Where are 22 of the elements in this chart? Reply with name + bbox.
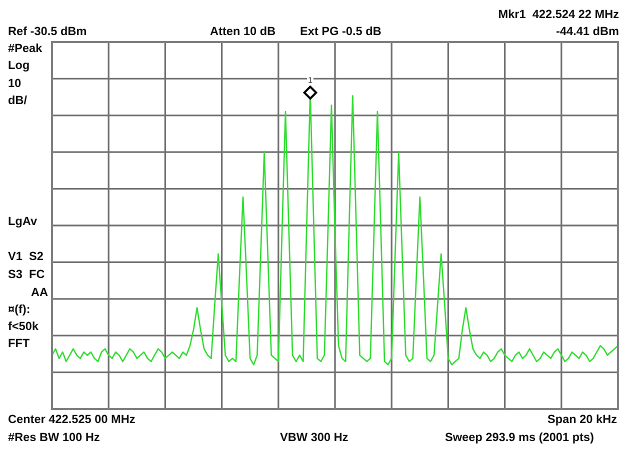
text: 1 — [308, 77, 312, 83]
text: FFT — [8, 338, 30, 348]
text: VBW 300 Hz — [280, 432, 348, 442]
text: Center 422.525 00 MHz — [8, 414, 135, 424]
text: f<50k — [8, 321, 39, 330]
text: 10 — [8, 78, 21, 88]
text: ¤(f): — [8, 304, 30, 316]
text: Sweep 293.9 ms (2001 pts) — [445, 432, 594, 444]
text: Ref -30.5 dBm — [8, 26, 86, 36]
text: Log — [8, 60, 29, 72]
text: Ext PG -0.5 dB — [300, 26, 381, 36]
text: Span 20 kHz — [548, 414, 617, 426]
text: #Peak — [8, 44, 42, 52]
text: AA — [31, 288, 48, 296]
text: Mkr1 422.524 22 MHz — [499, 10, 619, 18]
text: V1 S2 — [8, 252, 43, 260]
text: S3 FC — [8, 270, 44, 278]
text: dB/ — [8, 96, 27, 104]
text: Atten 10 dB — [210, 26, 276, 36]
text: #Res BW 100 Hz — [8, 432, 100, 442]
text: LgAv — [8, 216, 38, 228]
text: -44.41 dBm — [556, 26, 618, 36]
